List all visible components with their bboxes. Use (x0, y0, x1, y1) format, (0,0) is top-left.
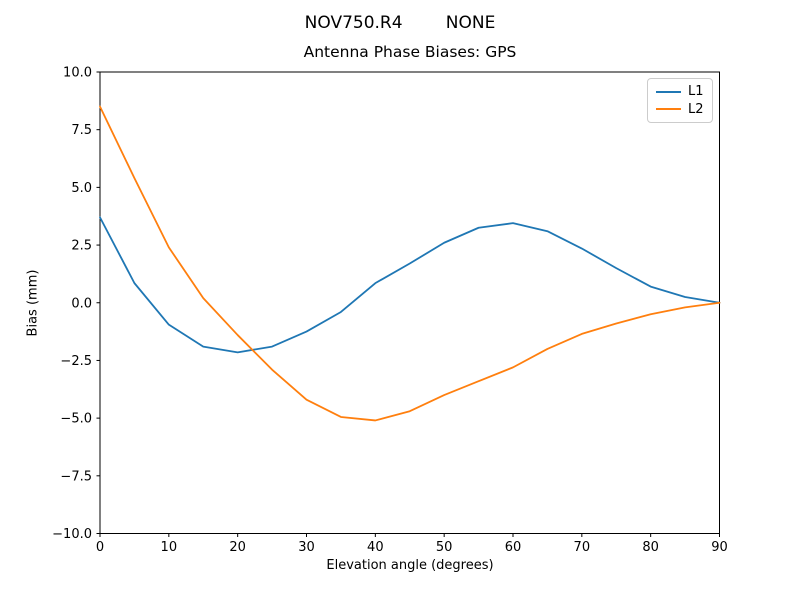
x-tick-label: 50 (436, 540, 453, 555)
x-tick-label: 80 (642, 540, 659, 555)
axes-title: Antenna Phase Biases: GPS (303, 43, 517, 61)
x-tick-label: 20 (229, 540, 246, 555)
y-tick-label: 7.5 (71, 123, 92, 138)
x-axis-label: Elevation angle (degrees) (326, 558, 494, 573)
line-l2 (99, 105, 721, 422)
figure-suptitle: NOV750.R4 NONE (304, 13, 496, 33)
x-tick-label: 40 (367, 540, 384, 555)
y-axis-label: Bias (mm) (25, 269, 41, 337)
x-tick-label: 30 (298, 540, 315, 555)
legend: L1 L2 (647, 78, 713, 123)
x-tick-label: 70 (574, 540, 591, 555)
legend-label-l1: L1 (688, 84, 704, 100)
legend-line-sample-l2 (656, 108, 681, 111)
y-tick-label: −2.5 (60, 354, 92, 369)
y-tick-label: 10.0 (63, 66, 92, 81)
legend-item-l2: L2 (648, 103, 712, 116)
y-tick-label: −10.0 (52, 527, 92, 542)
legend-item-l1: L1 (648, 85, 712, 98)
legend-line-sample-l1 (656, 90, 681, 93)
x-tick-label: 10 (161, 540, 178, 555)
x-tick-label: 90 (711, 540, 728, 555)
line-l1 (99, 216, 721, 354)
y-tick-label: 0.0 (71, 296, 92, 311)
x-tick-label: 60 (505, 540, 522, 555)
y-tick-label: −7.5 (60, 469, 92, 484)
legend-label-l2: L2 (688, 101, 704, 117)
y-tick-label: 5.0 (71, 181, 92, 196)
axes-spines (99, 71, 720, 534)
y-tick-label: 2.5 (71, 239, 92, 254)
y-tick-label: −5.0 (60, 412, 92, 427)
x-tick-label: 0 (96, 540, 104, 555)
